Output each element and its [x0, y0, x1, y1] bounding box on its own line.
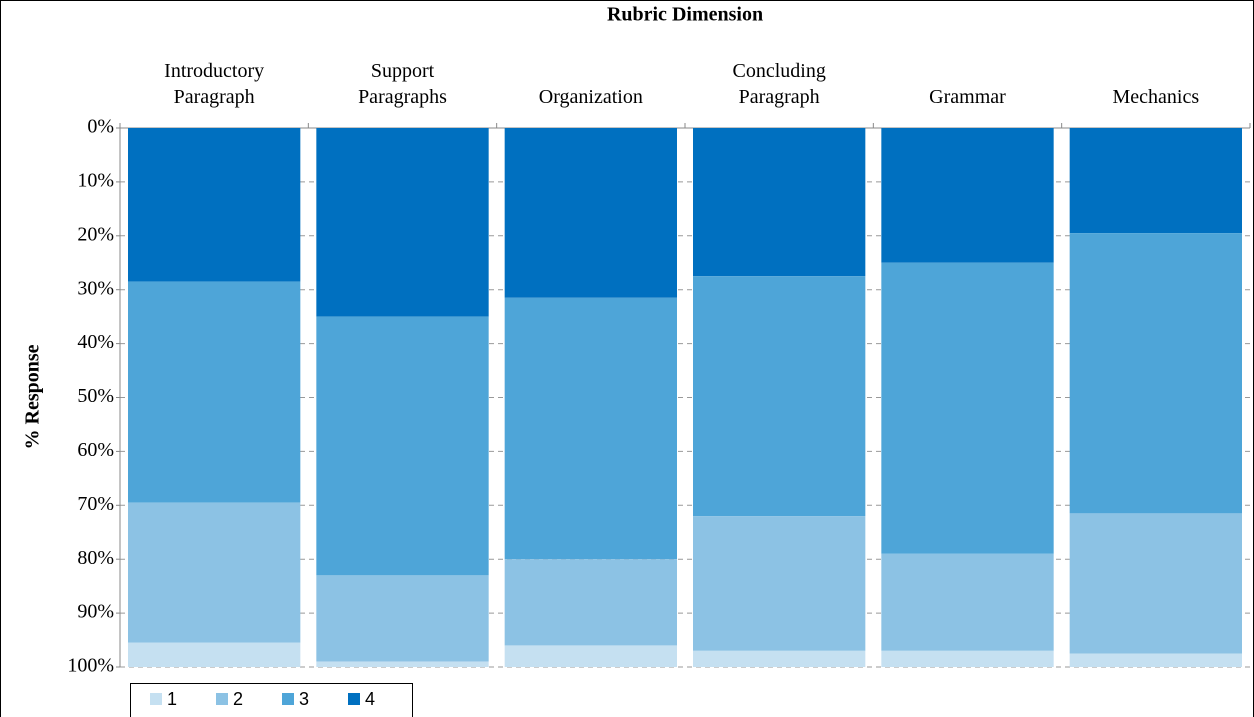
y-tick-label: 90% — [77, 601, 114, 623]
bar-segment — [316, 661, 489, 667]
legend-label: 2 — [233, 689, 243, 709]
legend-box — [130, 683, 413, 717]
y-tick-label: 20% — [77, 223, 114, 245]
bar-segment — [693, 650, 866, 667]
category-label: Organization — [538, 86, 643, 108]
category-label: Grammar — [929, 86, 1006, 108]
bar-segment — [316, 128, 489, 317]
bar-segment — [1069, 233, 1242, 514]
bar-segment — [316, 316, 489, 576]
y-tick-label: 10% — [77, 169, 114, 191]
legend-label: 1 — [167, 689, 177, 709]
bar-segment — [504, 559, 677, 646]
y-tick-label: 0% — [87, 116, 114, 138]
legend-swatch — [282, 693, 294, 705]
y-tick-label: 80% — [77, 547, 114, 569]
y-tick-label: 30% — [77, 277, 114, 299]
y-tick-label: 70% — [77, 493, 114, 515]
category-label: Support Paragraphs — [358, 60, 447, 108]
bar-segment — [881, 262, 1054, 554]
legend-label: 4 — [365, 689, 375, 709]
bar-segment — [693, 516, 866, 651]
bar-segment — [316, 575, 489, 662]
y-axis-title: % Response — [22, 344, 44, 449]
bar-segment — [504, 297, 677, 560]
bar-segment — [128, 642, 301, 667]
legend-swatch — [150, 693, 162, 705]
bar-segment — [881, 650, 1054, 667]
category-label: Introductory Paragraph — [164, 60, 265, 108]
category-label: Mechanics — [1112, 86, 1200, 108]
bar-segment — [1069, 128, 1242, 234]
legend: 1 2 3 4 — [130, 683, 413, 717]
bar-segment — [504, 128, 677, 298]
y-tick-label: 60% — [77, 439, 114, 461]
category-label: Concluding Paragraph — [732, 60, 826, 108]
bar-segment — [1069, 513, 1242, 654]
bar-segment — [128, 502, 301, 643]
bar-segment — [128, 281, 301, 503]
y-tick-label: 100% — [67, 655, 114, 677]
x-axis-title: Rubric Dimension — [607, 4, 763, 26]
legend-swatch — [348, 693, 360, 705]
bar-segment — [693, 276, 866, 517]
bar-segment — [504, 645, 677, 667]
y-tick-label: 50% — [77, 385, 114, 407]
bar-segment — [693, 128, 866, 277]
legend-label: 3 — [299, 689, 309, 709]
bar-segment — [1069, 653, 1242, 667]
bar-segment — [881, 553, 1054, 651]
bar-segment — [128, 128, 301, 282]
y-tick-label: 40% — [77, 331, 114, 353]
legend-swatch — [216, 693, 228, 705]
bar-segment — [881, 128, 1054, 263]
